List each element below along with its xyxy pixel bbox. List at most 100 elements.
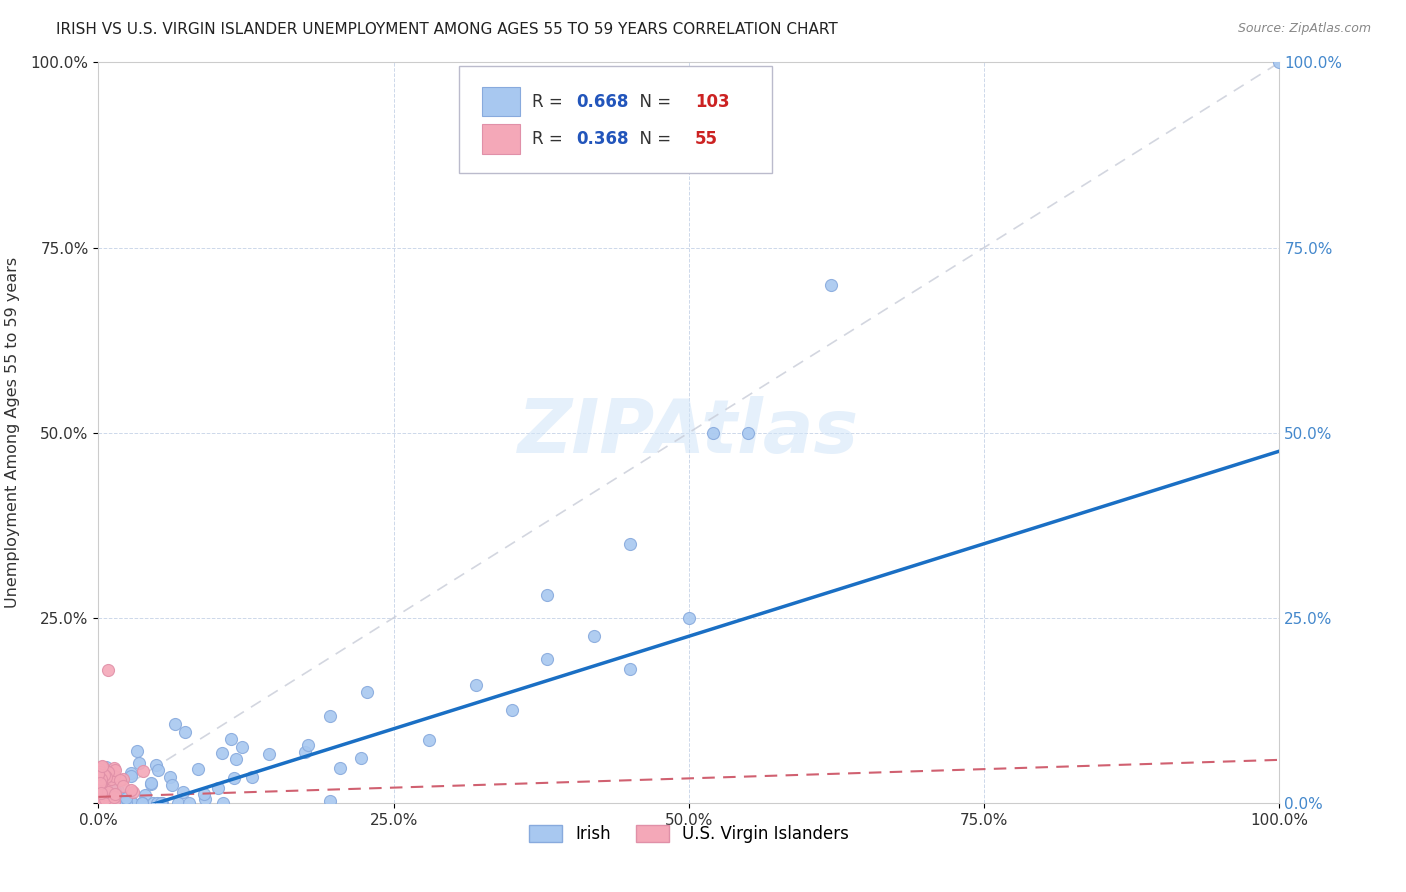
Point [90, 775, 112, 789]
Point [104, 789, 127, 803]
Point [90, 760, 112, 774]
Point [100, 796, 122, 810]
Point [94, 796, 117, 810]
Point [1268, 55, 1291, 70]
Point [94, 759, 117, 773]
Point [101, 780, 124, 795]
Point [87, 762, 110, 776]
Point [93, 768, 115, 782]
Point [465, 677, 488, 691]
Point [90, 796, 112, 810]
Point [89, 796, 111, 810]
Point [145, 758, 167, 772]
Point [121, 796, 143, 810]
Point [240, 770, 263, 784]
Point [98, 796, 121, 810]
Point [294, 745, 316, 759]
Point [501, 703, 523, 717]
Point [112, 796, 135, 810]
Point [96, 796, 118, 810]
Point [108, 796, 131, 810]
Point [100, 796, 122, 810]
Point [193, 787, 215, 801]
Point [90, 770, 112, 784]
Point [94, 792, 117, 806]
Point [91, 796, 114, 810]
Point [619, 536, 641, 550]
Point [90, 796, 112, 810]
Text: 0.668: 0.668 [576, 93, 628, 111]
FancyBboxPatch shape [482, 87, 520, 117]
Point [89, 796, 111, 810]
Point [90, 784, 112, 798]
Point [120, 796, 142, 810]
Point [148, 763, 170, 777]
Point [89, 776, 111, 790]
Point [90, 796, 112, 810]
Point [163, 716, 186, 731]
Point [678, 610, 700, 624]
Point [87, 767, 110, 781]
Point [89, 775, 111, 789]
Point [89, 796, 111, 810]
Point [98, 796, 121, 810]
Point [219, 731, 242, 746]
Point [141, 777, 163, 791]
Text: ZIPAtlas: ZIPAtlas [519, 396, 859, 469]
Point [91, 759, 114, 773]
Point [107, 784, 129, 798]
Point [89, 778, 111, 792]
Text: N =: N = [628, 93, 676, 111]
Point [93, 781, 115, 796]
Point [87, 766, 110, 780]
Point [149, 796, 172, 810]
Point [356, 685, 378, 699]
Point [101, 796, 124, 810]
Point [211, 747, 233, 761]
Point [100, 796, 122, 810]
Point [97, 785, 120, 799]
Point [120, 782, 142, 797]
Point [103, 761, 125, 775]
Point [94, 770, 117, 784]
Point [583, 629, 606, 643]
Point [87, 793, 110, 807]
Point [225, 752, 247, 766]
Point [820, 277, 842, 292]
Point [103, 794, 125, 808]
Point [89, 765, 111, 780]
Point [90, 780, 112, 794]
Point [297, 739, 319, 753]
Point [94, 787, 117, 801]
Point [194, 791, 217, 805]
FancyBboxPatch shape [458, 66, 772, 173]
Point [318, 709, 340, 723]
Point [104, 796, 127, 810]
Point [112, 779, 135, 793]
Point [87, 796, 110, 810]
Point [702, 425, 724, 440]
Point [211, 796, 233, 810]
Text: R =: R = [531, 93, 568, 111]
Point [91, 796, 114, 810]
Point [89, 784, 111, 798]
Point [122, 785, 145, 799]
Point [93, 790, 115, 805]
Point [97, 765, 120, 780]
Text: 55: 55 [695, 129, 718, 148]
Point [94, 795, 117, 809]
Point [120, 794, 142, 808]
Point [89, 765, 111, 780]
Point [120, 769, 142, 783]
Point [104, 796, 127, 810]
Point [329, 761, 352, 775]
Point [112, 772, 135, 787]
Point [120, 766, 142, 780]
Point [94, 796, 117, 810]
Point [100, 772, 122, 786]
Text: 0.368: 0.368 [576, 129, 630, 148]
Point [536, 652, 558, 666]
FancyBboxPatch shape [482, 124, 520, 153]
Text: IRISH VS U.S. VIRGIN ISLANDER UNEMPLOYMENT AMONG AGES 55 TO 59 YEARS CORRELATION: IRISH VS U.S. VIRGIN ISLANDER UNEMPLOYME… [56, 22, 838, 37]
Point [108, 773, 131, 788]
